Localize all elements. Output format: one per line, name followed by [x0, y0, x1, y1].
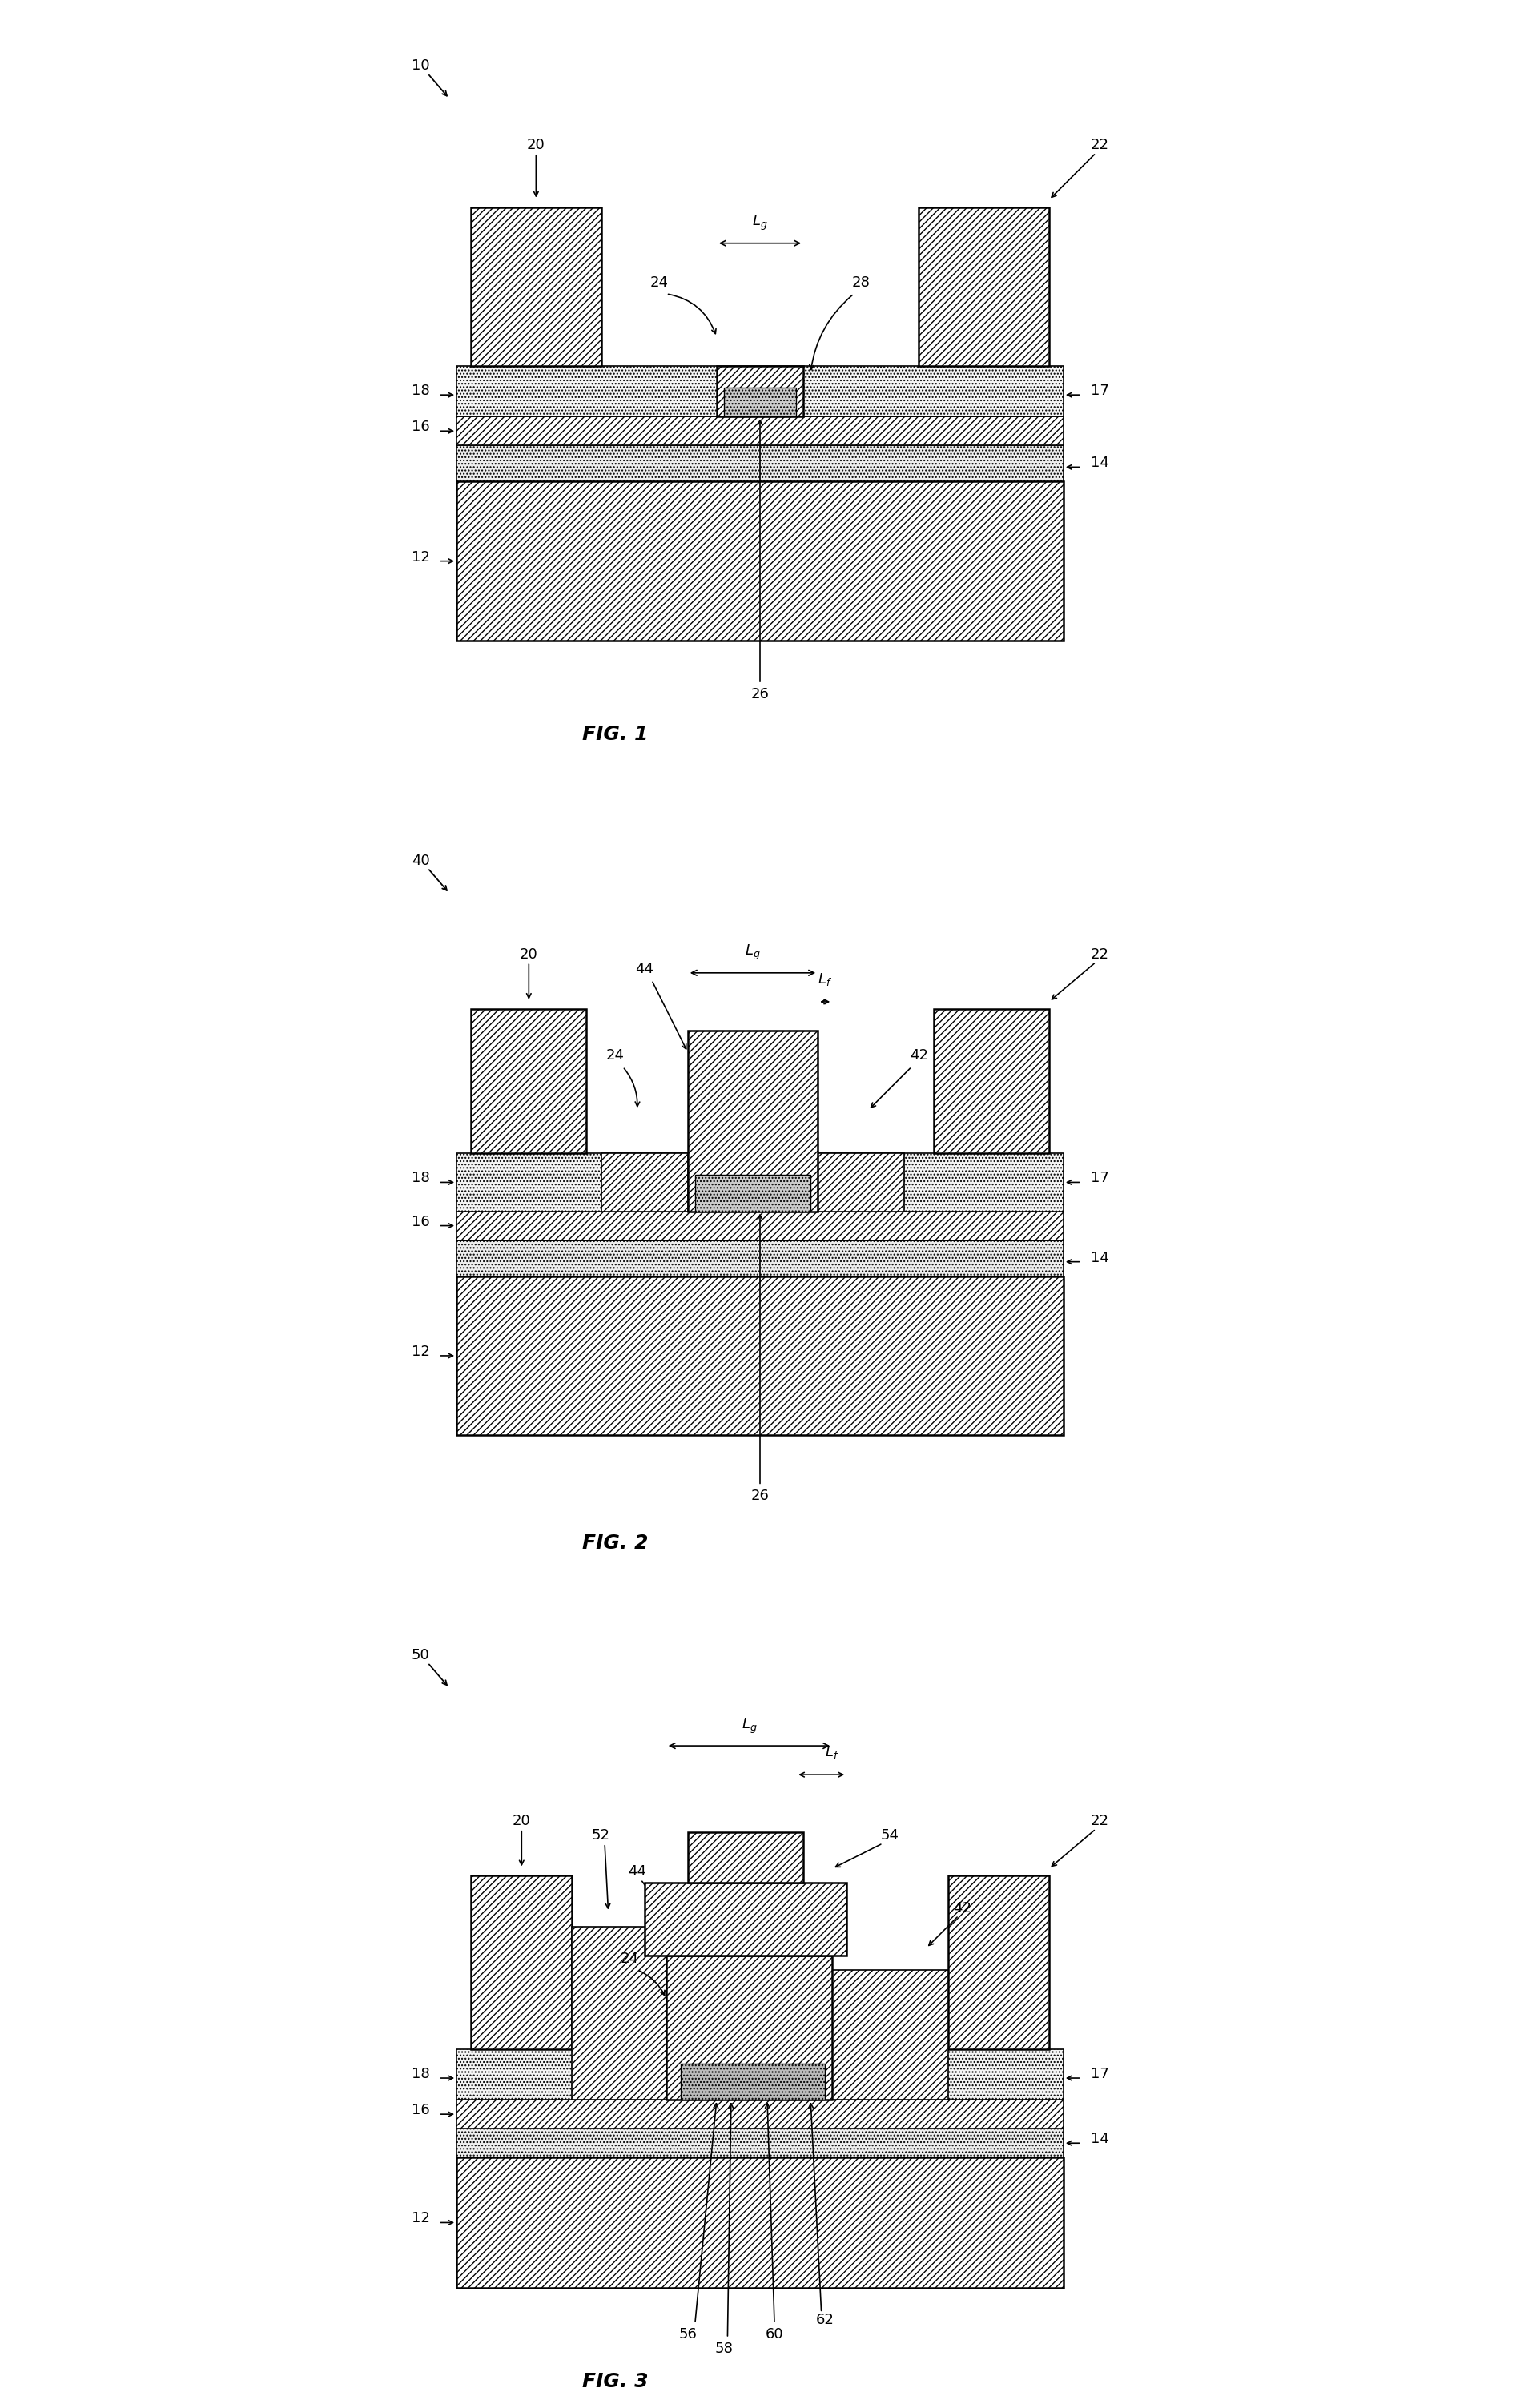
Bar [471, 1876, 572, 2049]
Text: 12: 12 [412, 2211, 430, 2225]
Text: 16: 16 [412, 419, 430, 433]
Bar [471, 207, 600, 366]
Text: 16: 16 [412, 1214, 430, 1228]
Text: FIG. 2: FIG. 2 [582, 1534, 649, 1553]
Bar [456, 2158, 1064, 2288]
Bar [471, 1009, 587, 1153]
Text: 62: 62 [816, 2312, 834, 2326]
Bar [920, 207, 1049, 366]
Text: 26: 26 [751, 1488, 769, 1503]
Text: 56: 56 [678, 2326, 696, 2341]
Bar [456, 1211, 1064, 1240]
Text: 44: 44 [635, 961, 654, 975]
Bar [572, 1926, 673, 2100]
Text: L$_g$: L$_g$ [742, 1717, 757, 1734]
Bar [695, 1175, 810, 1211]
Text: 58: 58 [714, 2341, 733, 2355]
Bar [933, 1009, 1049, 1153]
Text: 17: 17 [1090, 1170, 1108, 1185]
Bar [456, 445, 1064, 482]
Bar [456, 417, 1064, 445]
Bar [644, 1883, 847, 1955]
Text: 40: 40 [412, 852, 430, 867]
Text: 12: 12 [412, 1344, 430, 1358]
Text: 20: 20 [520, 946, 538, 961]
Text: 10: 10 [412, 58, 430, 72]
Text: 24: 24 [620, 1950, 640, 1965]
Text: 44: 44 [628, 1864, 646, 1878]
Bar [456, 1240, 1064, 1276]
Text: 22: 22 [1090, 137, 1108, 152]
Text: 42: 42 [910, 1047, 929, 1062]
Bar [600, 1153, 687, 1211]
Text: L$_f$: L$_f$ [818, 970, 833, 987]
Text: 22: 22 [1090, 1813, 1108, 1828]
Text: 24: 24 [606, 1047, 625, 1062]
Bar [456, 2100, 1064, 2129]
Text: 14: 14 [1090, 1250, 1108, 1264]
Bar [716, 366, 804, 417]
Text: 52: 52 [591, 1828, 610, 1842]
Bar [687, 1832, 804, 1883]
Bar [681, 2064, 825, 2100]
Text: 14: 14 [1090, 2131, 1108, 2146]
Bar [456, 482, 1064, 641]
Text: 24: 24 [649, 275, 669, 289]
Text: L$_g$: L$_g$ [745, 944, 760, 963]
Bar [948, 1876, 1049, 2049]
Text: 42: 42 [953, 1900, 971, 1914]
Text: 22: 22 [1090, 946, 1108, 961]
Text: 17: 17 [1090, 383, 1108, 397]
Text: 20: 20 [512, 1813, 530, 1828]
Text: 20: 20 [527, 137, 546, 152]
Bar [666, 1955, 833, 2100]
Text: 60: 60 [766, 2326, 783, 2341]
Text: 28: 28 [853, 275, 871, 289]
Text: 14: 14 [1090, 455, 1108, 470]
Text: 18: 18 [412, 1170, 430, 1185]
Text: 26: 26 [751, 686, 769, 701]
Bar [833, 1970, 948, 2100]
Text: 50: 50 [412, 1647, 430, 1662]
Text: 54: 54 [880, 1828, 900, 1842]
Bar [456, 1276, 1064, 1435]
Bar [456, 366, 1064, 417]
Bar [456, 2129, 1064, 2158]
Bar [818, 1153, 904, 1211]
Text: 12: 12 [412, 549, 430, 563]
Bar [687, 1031, 818, 1211]
Text: 18: 18 [412, 383, 430, 397]
Bar [724, 388, 796, 417]
Text: L$_f$: L$_f$ [825, 1743, 839, 1760]
Text: 16: 16 [412, 2102, 430, 2117]
Text: FIG. 1: FIG. 1 [582, 725, 649, 744]
Text: 17: 17 [1090, 2066, 1108, 2081]
Bar [456, 2049, 1064, 2100]
Text: FIG. 3: FIG. 3 [582, 2372, 649, 2391]
Bar [456, 1153, 1064, 1211]
Text: L$_g$: L$_g$ [752, 214, 768, 234]
Text: 18: 18 [412, 2066, 430, 2081]
